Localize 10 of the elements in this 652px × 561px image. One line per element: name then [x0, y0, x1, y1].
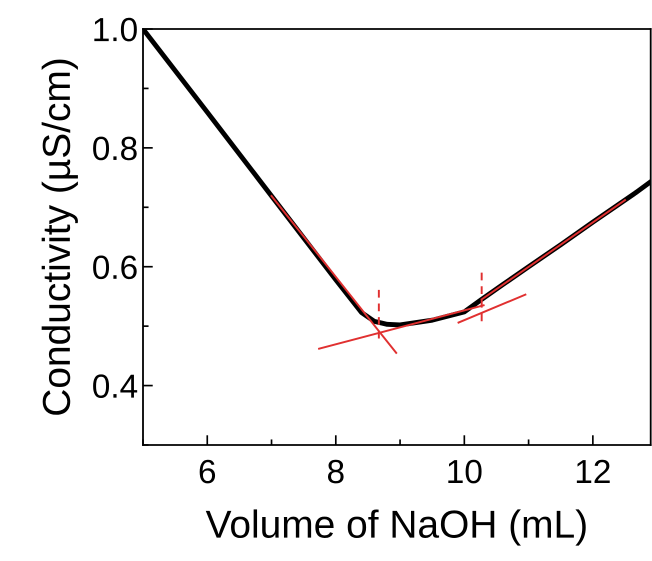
x-tick-label: 10 [448, 460, 482, 484]
y-tick-label: 0.6 [93, 256, 137, 280]
x-tick-label: 12 [576, 460, 610, 484]
y-tick-label: 1.0 [94, 18, 137, 42]
x-tick-label: 6 [200, 460, 216, 484]
x-tick-label: 8 [328, 460, 344, 484]
y-axis-title: Conductivity (µS/cm) [42, 60, 78, 415]
y-tick-label: 0.8 [93, 136, 137, 160]
y-tick-label: 0.4 [93, 374, 138, 398]
x-axis-title: Volume of NaOH (mL) [206, 509, 586, 546]
